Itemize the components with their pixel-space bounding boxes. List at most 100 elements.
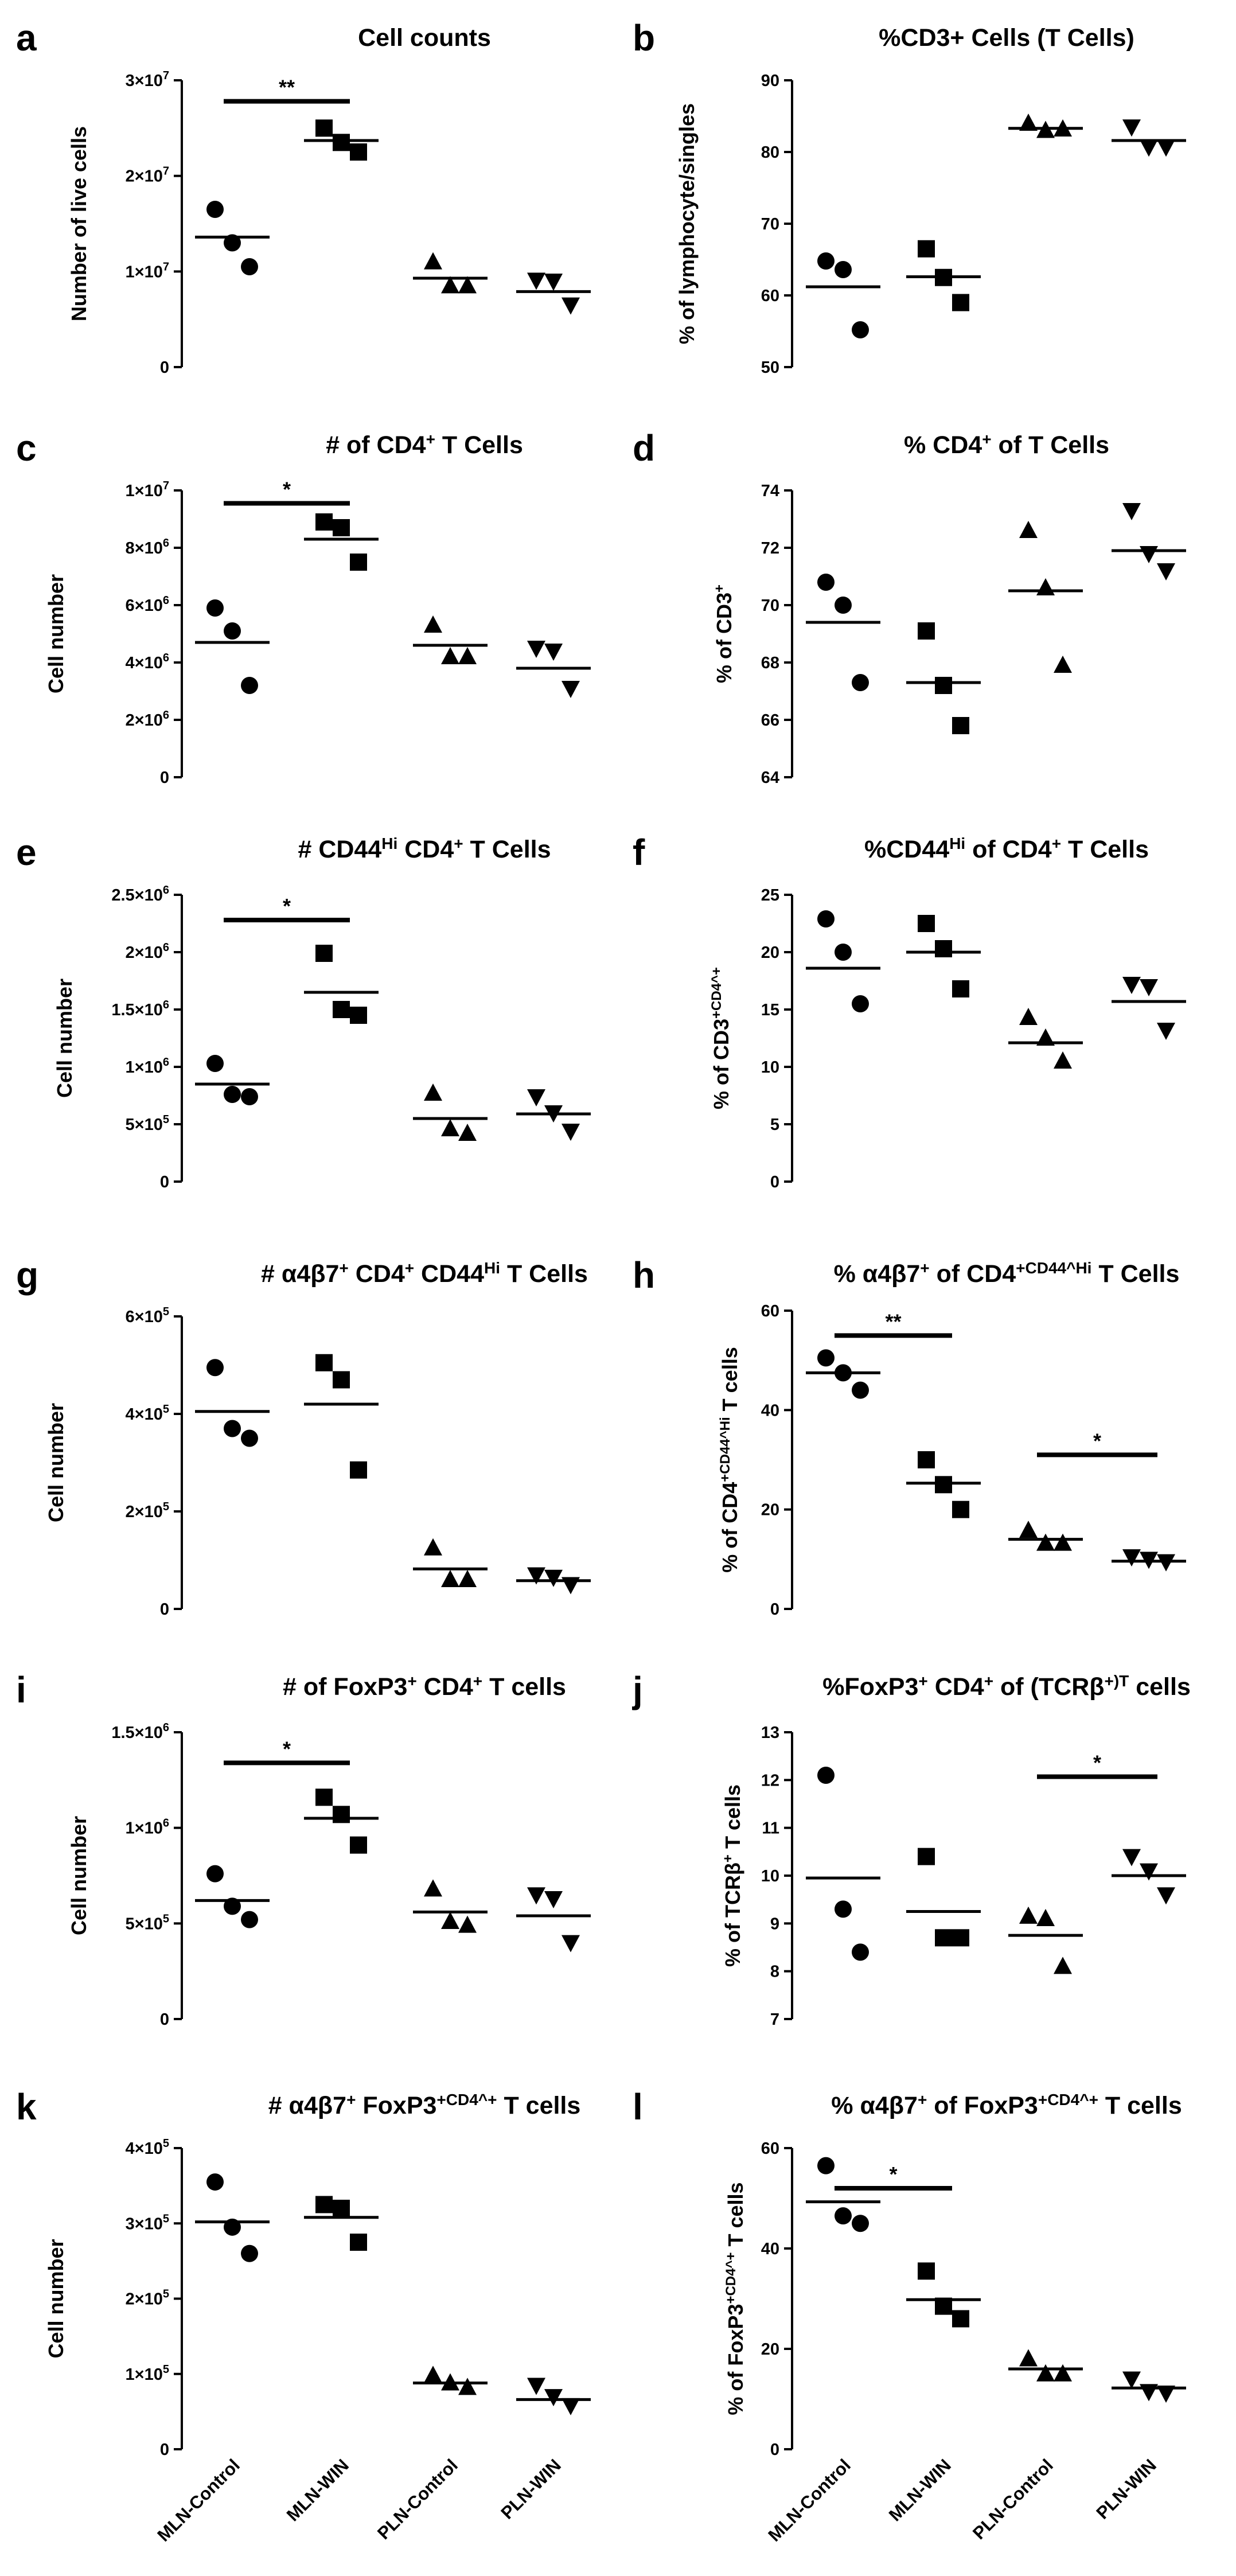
- y-tick-label: 68: [761, 654, 779, 672]
- y-tick-label: 0: [770, 2441, 779, 2459]
- y-tick-label: 5×105: [126, 1113, 169, 1134]
- data-point: [1122, 977, 1141, 994]
- y-axis-label: Cell number: [44, 574, 68, 693]
- panel-b: b %CD3+ Cells (T Cells) % of lymphocyte/si…: [633, 17, 1186, 377]
- data-point: [206, 1359, 224, 1377]
- data-point: [562, 681, 580, 698]
- data-point: [544, 274, 563, 291]
- data-point: [241, 258, 258, 275]
- data-point: [562, 297, 580, 315]
- y-tick-label: 1.5×106: [111, 999, 169, 1019]
- data-point: [918, 915, 935, 932]
- data-point: [952, 1929, 969, 1947]
- data-point: [333, 134, 350, 151]
- panel-letter: l: [633, 2086, 643, 2127]
- y-tick-label: 3×105: [126, 2212, 169, 2233]
- y-tick-label: 10: [761, 1867, 779, 1885]
- data-point: [1122, 119, 1141, 137]
- y-tick-label: 60: [761, 1302, 779, 1320]
- data-point: [424, 2365, 442, 2383]
- y-axis-label: Cell number: [44, 2239, 68, 2358]
- data-point: [350, 1007, 367, 1024]
- y-axis-label: % of lymphocyte/singles: [675, 103, 699, 344]
- data-point: [458, 1570, 477, 1587]
- data-point: [206, 599, 224, 617]
- panel-title: %CD3+ Cells (T Cells): [879, 24, 1134, 52]
- y-axis-label: Number of live cells: [67, 126, 91, 321]
- y-tick-label: 0: [160, 358, 169, 377]
- y-tick-label: 2×107: [126, 165, 169, 186]
- data-point: [333, 1371, 350, 1389]
- y-tick-label: 1.5×106: [111, 1721, 169, 1742]
- x-category-label: MLN-WIN: [283, 2455, 353, 2525]
- data-point: [1054, 2364, 1072, 2382]
- data-point: [1019, 1521, 1038, 1538]
- data-point: [350, 143, 367, 161]
- data-point: [458, 1124, 477, 1141]
- panel-f: f %CD44Hi of CD4+ T Cells % of CD3+CD4^+ 0 5…: [633, 832, 1186, 1191]
- data-point: [952, 294, 969, 311]
- data-point: [206, 1865, 224, 1883]
- y-tick-label: 0: [770, 1600, 779, 1619]
- data-point: [1054, 656, 1072, 673]
- y-tick-label: 2×106: [126, 941, 169, 962]
- data-point: [424, 1084, 442, 1101]
- y-tick-label: 4×105: [126, 1403, 169, 1424]
- data-point: [835, 261, 852, 278]
- data-point: [1054, 1957, 1072, 1974]
- data-point: [817, 2157, 835, 2174]
- data-point: [1157, 2386, 1175, 2403]
- data-point: [852, 321, 869, 338]
- y-axis-label: % of CD3+CD4^+: [709, 967, 734, 1109]
- data-point: [458, 1915, 477, 1933]
- y-tick-label: 20: [761, 1501, 779, 1519]
- y-tick-label: 4×105: [126, 2137, 169, 2158]
- data-point: [424, 1538, 442, 1556]
- y-axis-label: % of CD4+CD44^Hi T cells: [718, 1347, 742, 1572]
- panel-letter: c: [16, 427, 37, 469]
- data-point: [315, 119, 333, 137]
- data-point: [817, 252, 835, 270]
- data-point: [562, 1124, 580, 1141]
- significance-label: **: [279, 76, 295, 99]
- data-point: [935, 1929, 952, 1947]
- x-category-label: MLN-Control: [764, 2455, 854, 2545]
- data-point: [852, 1943, 869, 1961]
- y-tick-label: 6×106: [126, 594, 169, 615]
- data-point: [1157, 139, 1175, 157]
- y-tick-label: 60: [761, 2139, 779, 2158]
- data-point: [918, 240, 935, 258]
- data-point: [350, 1836, 367, 1854]
- data-point: [1036, 1909, 1055, 1926]
- data-point: [852, 995, 869, 1012]
- x-category-label: PLN-Control: [969, 2455, 1057, 2543]
- data-point: [441, 1119, 459, 1136]
- data-point: [527, 272, 545, 290]
- panel-i: i # of FoxP3+ CD4+ T cells Cell number 0 5×1…: [16, 1669, 591, 2029]
- panel-letter: a: [16, 17, 37, 59]
- x-category-label: MLN-WIN: [885, 2455, 955, 2525]
- data-point: [852, 1381, 869, 1399]
- data-point: [1036, 1533, 1055, 1551]
- y-tick-label: 40: [761, 1401, 779, 1420]
- data-point: [1019, 1008, 1038, 1025]
- significance-label: *: [283, 894, 291, 918]
- panel-j: j %FoxP3+ CD4+ of (TCRβ+)T cells % of TCRβ…: [632, 1669, 1191, 2029]
- data-point: [424, 252, 442, 270]
- y-tick-label: 25: [761, 886, 779, 905]
- data-point: [1036, 578, 1055, 595]
- panel-title: # α4β7+ CD4+ CD44Hi T Cells: [261, 1259, 588, 1288]
- panel-letter: g: [16, 1254, 38, 1296]
- y-tick-label: 0: [160, 2441, 169, 2459]
- data-point: [527, 1567, 545, 1585]
- significance-label: **: [885, 1310, 901, 1333]
- panel-letter: j: [632, 1669, 643, 1710]
- data-point: [1036, 2364, 1055, 2382]
- data-point: [835, 1900, 852, 1918]
- data-point: [527, 1887, 545, 1905]
- data-point: [241, 1088, 258, 1105]
- y-tick-label: 1×105: [126, 2363, 169, 2384]
- data-point: [1054, 1051, 1072, 1069]
- data-point: [918, 1451, 935, 1468]
- y-axis-label: % of TCRβ+ T cells: [720, 1784, 745, 1967]
